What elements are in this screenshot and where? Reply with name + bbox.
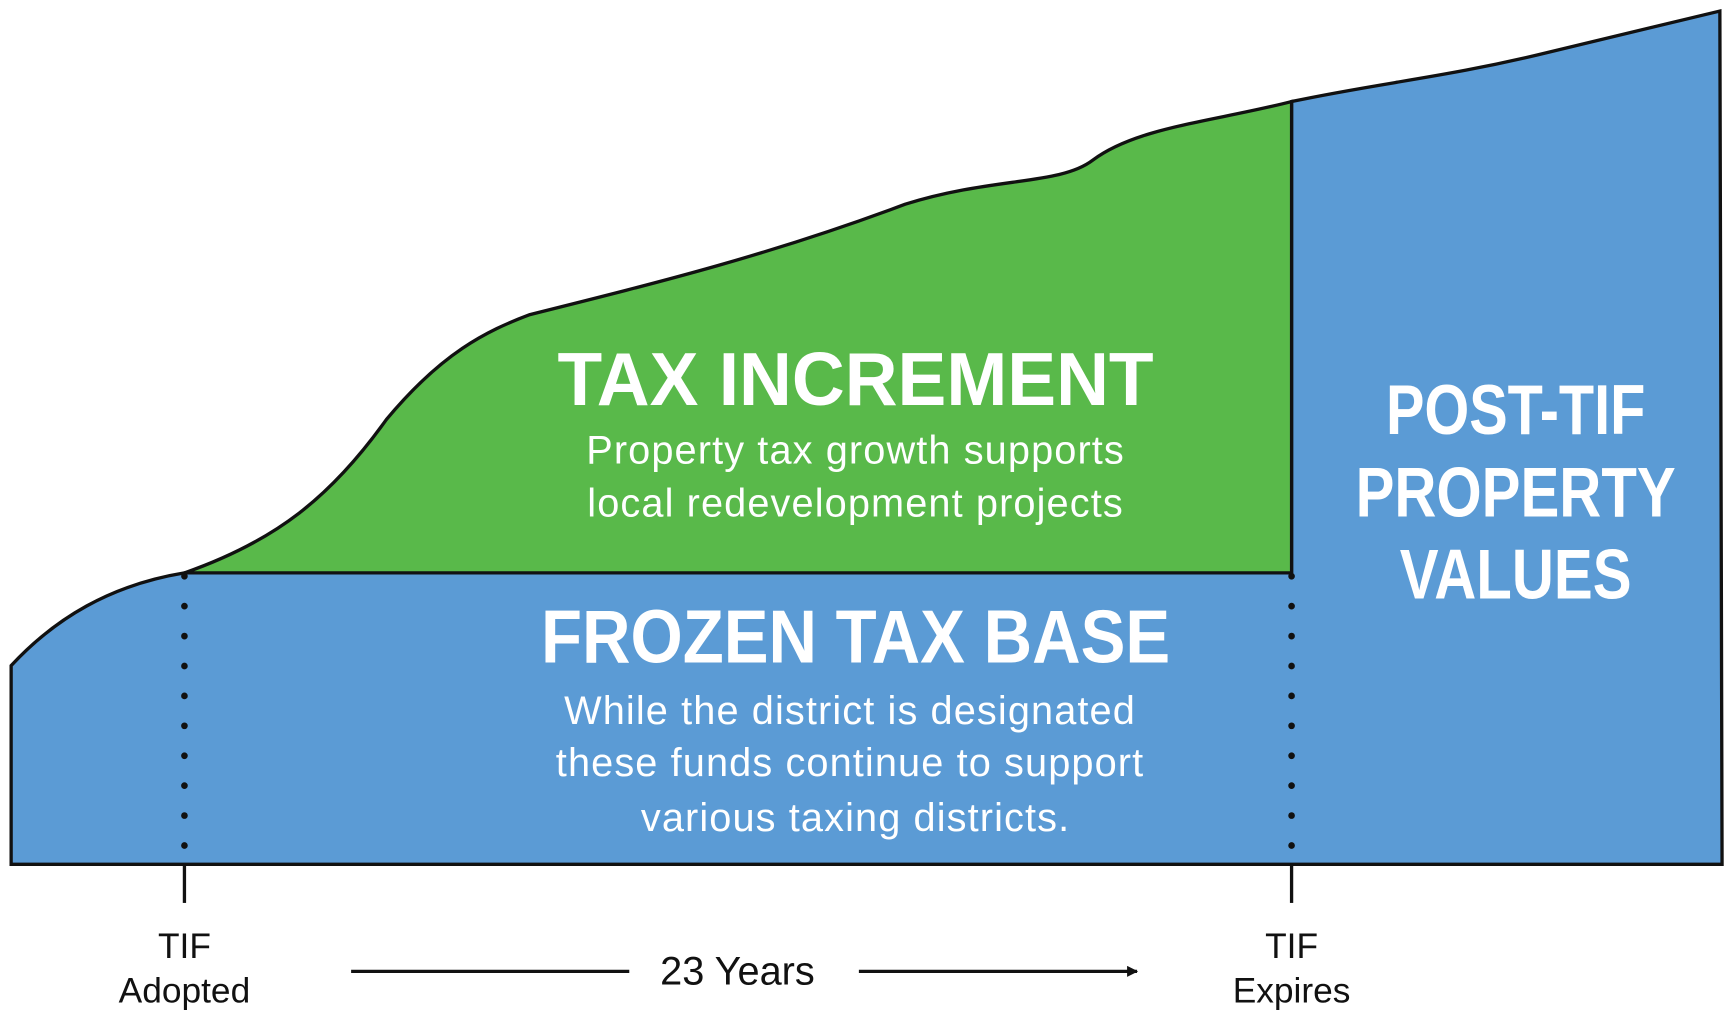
start-label: TIF xyxy=(158,927,211,966)
increment-text: local redevelopment projects xyxy=(587,482,1124,526)
increment-text: Property tax growth supports xyxy=(586,429,1125,473)
base-text: these funds continue to support xyxy=(556,741,1144,785)
base-title: FROZEN TAX BASE xyxy=(541,594,1170,678)
start-label: Adopted xyxy=(119,971,251,1010)
post-tif-text: PROPERTY xyxy=(1356,453,1676,532)
post-tif-text: POST-TIF xyxy=(1386,370,1645,449)
duration-label: 23 Years xyxy=(660,950,815,994)
post-tif-text: VALUES xyxy=(1400,534,1632,613)
end-label: TIF xyxy=(1265,927,1318,966)
base-text: various taxing districts. xyxy=(641,796,1070,840)
base-text: While the district is designated xyxy=(564,689,1136,733)
green-area xyxy=(183,99,1294,575)
end-label: Expires xyxy=(1233,971,1351,1010)
increment-title: TAX INCREMENT xyxy=(558,337,1154,421)
